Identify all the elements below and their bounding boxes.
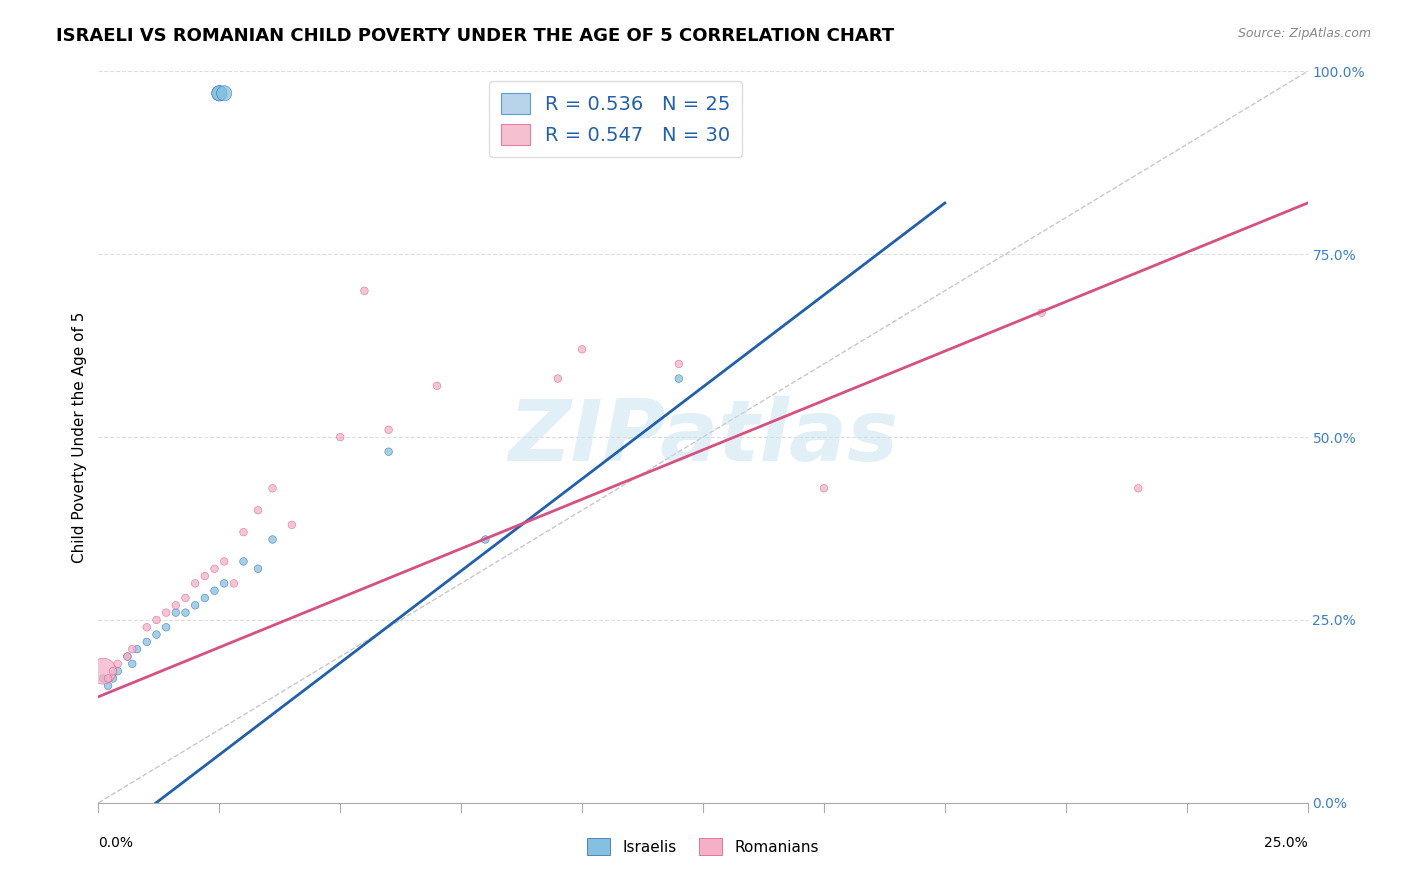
Point xyxy=(91,664,114,678)
Point xyxy=(135,620,157,634)
Point xyxy=(184,599,207,613)
Point xyxy=(97,672,120,686)
Point xyxy=(127,642,149,657)
Point xyxy=(547,371,569,385)
Text: Source: ZipAtlas.com: Source: ZipAtlas.com xyxy=(1237,27,1371,40)
Point xyxy=(426,379,449,393)
Point xyxy=(101,672,124,686)
Point xyxy=(91,672,114,686)
Point xyxy=(571,343,593,357)
Point xyxy=(353,284,375,298)
Point xyxy=(1128,481,1150,495)
Point xyxy=(97,679,120,693)
Point xyxy=(101,664,124,678)
Y-axis label: Child Poverty Under the Age of 5: Child Poverty Under the Age of 5 xyxy=(72,311,87,563)
Point xyxy=(117,649,139,664)
Point xyxy=(212,576,235,591)
Point xyxy=(174,591,197,605)
Point xyxy=(1031,306,1053,320)
Point xyxy=(165,599,187,613)
Point xyxy=(145,627,167,641)
Point xyxy=(262,533,284,547)
Legend: Israelis, Romanians: Israelis, Romanians xyxy=(581,832,825,861)
Point xyxy=(208,87,231,101)
Point xyxy=(155,620,177,634)
Point xyxy=(212,554,235,568)
Point xyxy=(474,533,496,547)
Point xyxy=(165,606,187,620)
Point xyxy=(174,606,197,620)
Point xyxy=(155,606,177,620)
Point xyxy=(668,357,690,371)
Point xyxy=(232,525,254,540)
Point xyxy=(135,635,157,649)
Point xyxy=(247,562,270,576)
Text: ZIPatlas: ZIPatlas xyxy=(508,395,898,479)
Point xyxy=(121,642,143,657)
Point xyxy=(232,554,254,568)
Text: ISRAELI VS ROMANIAN CHILD POVERTY UNDER THE AGE OF 5 CORRELATION CHART: ISRAELI VS ROMANIAN CHILD POVERTY UNDER … xyxy=(56,27,894,45)
Point xyxy=(117,649,139,664)
Point xyxy=(262,481,284,495)
Point xyxy=(107,664,129,678)
Point xyxy=(377,444,399,458)
Point xyxy=(377,423,399,437)
Point xyxy=(121,657,143,671)
Point xyxy=(194,569,217,583)
Point xyxy=(329,430,352,444)
Point xyxy=(107,657,129,671)
Point xyxy=(813,481,835,495)
Point xyxy=(668,371,690,385)
Point xyxy=(281,517,304,532)
Point xyxy=(247,503,270,517)
Point xyxy=(204,562,226,576)
Point xyxy=(208,87,231,101)
Point xyxy=(184,576,207,591)
Point xyxy=(212,87,235,101)
Point xyxy=(222,576,245,591)
Point xyxy=(145,613,167,627)
Text: 0.0%: 0.0% xyxy=(98,836,134,850)
Point xyxy=(194,591,217,605)
Text: 25.0%: 25.0% xyxy=(1264,836,1308,850)
Point xyxy=(204,583,226,598)
